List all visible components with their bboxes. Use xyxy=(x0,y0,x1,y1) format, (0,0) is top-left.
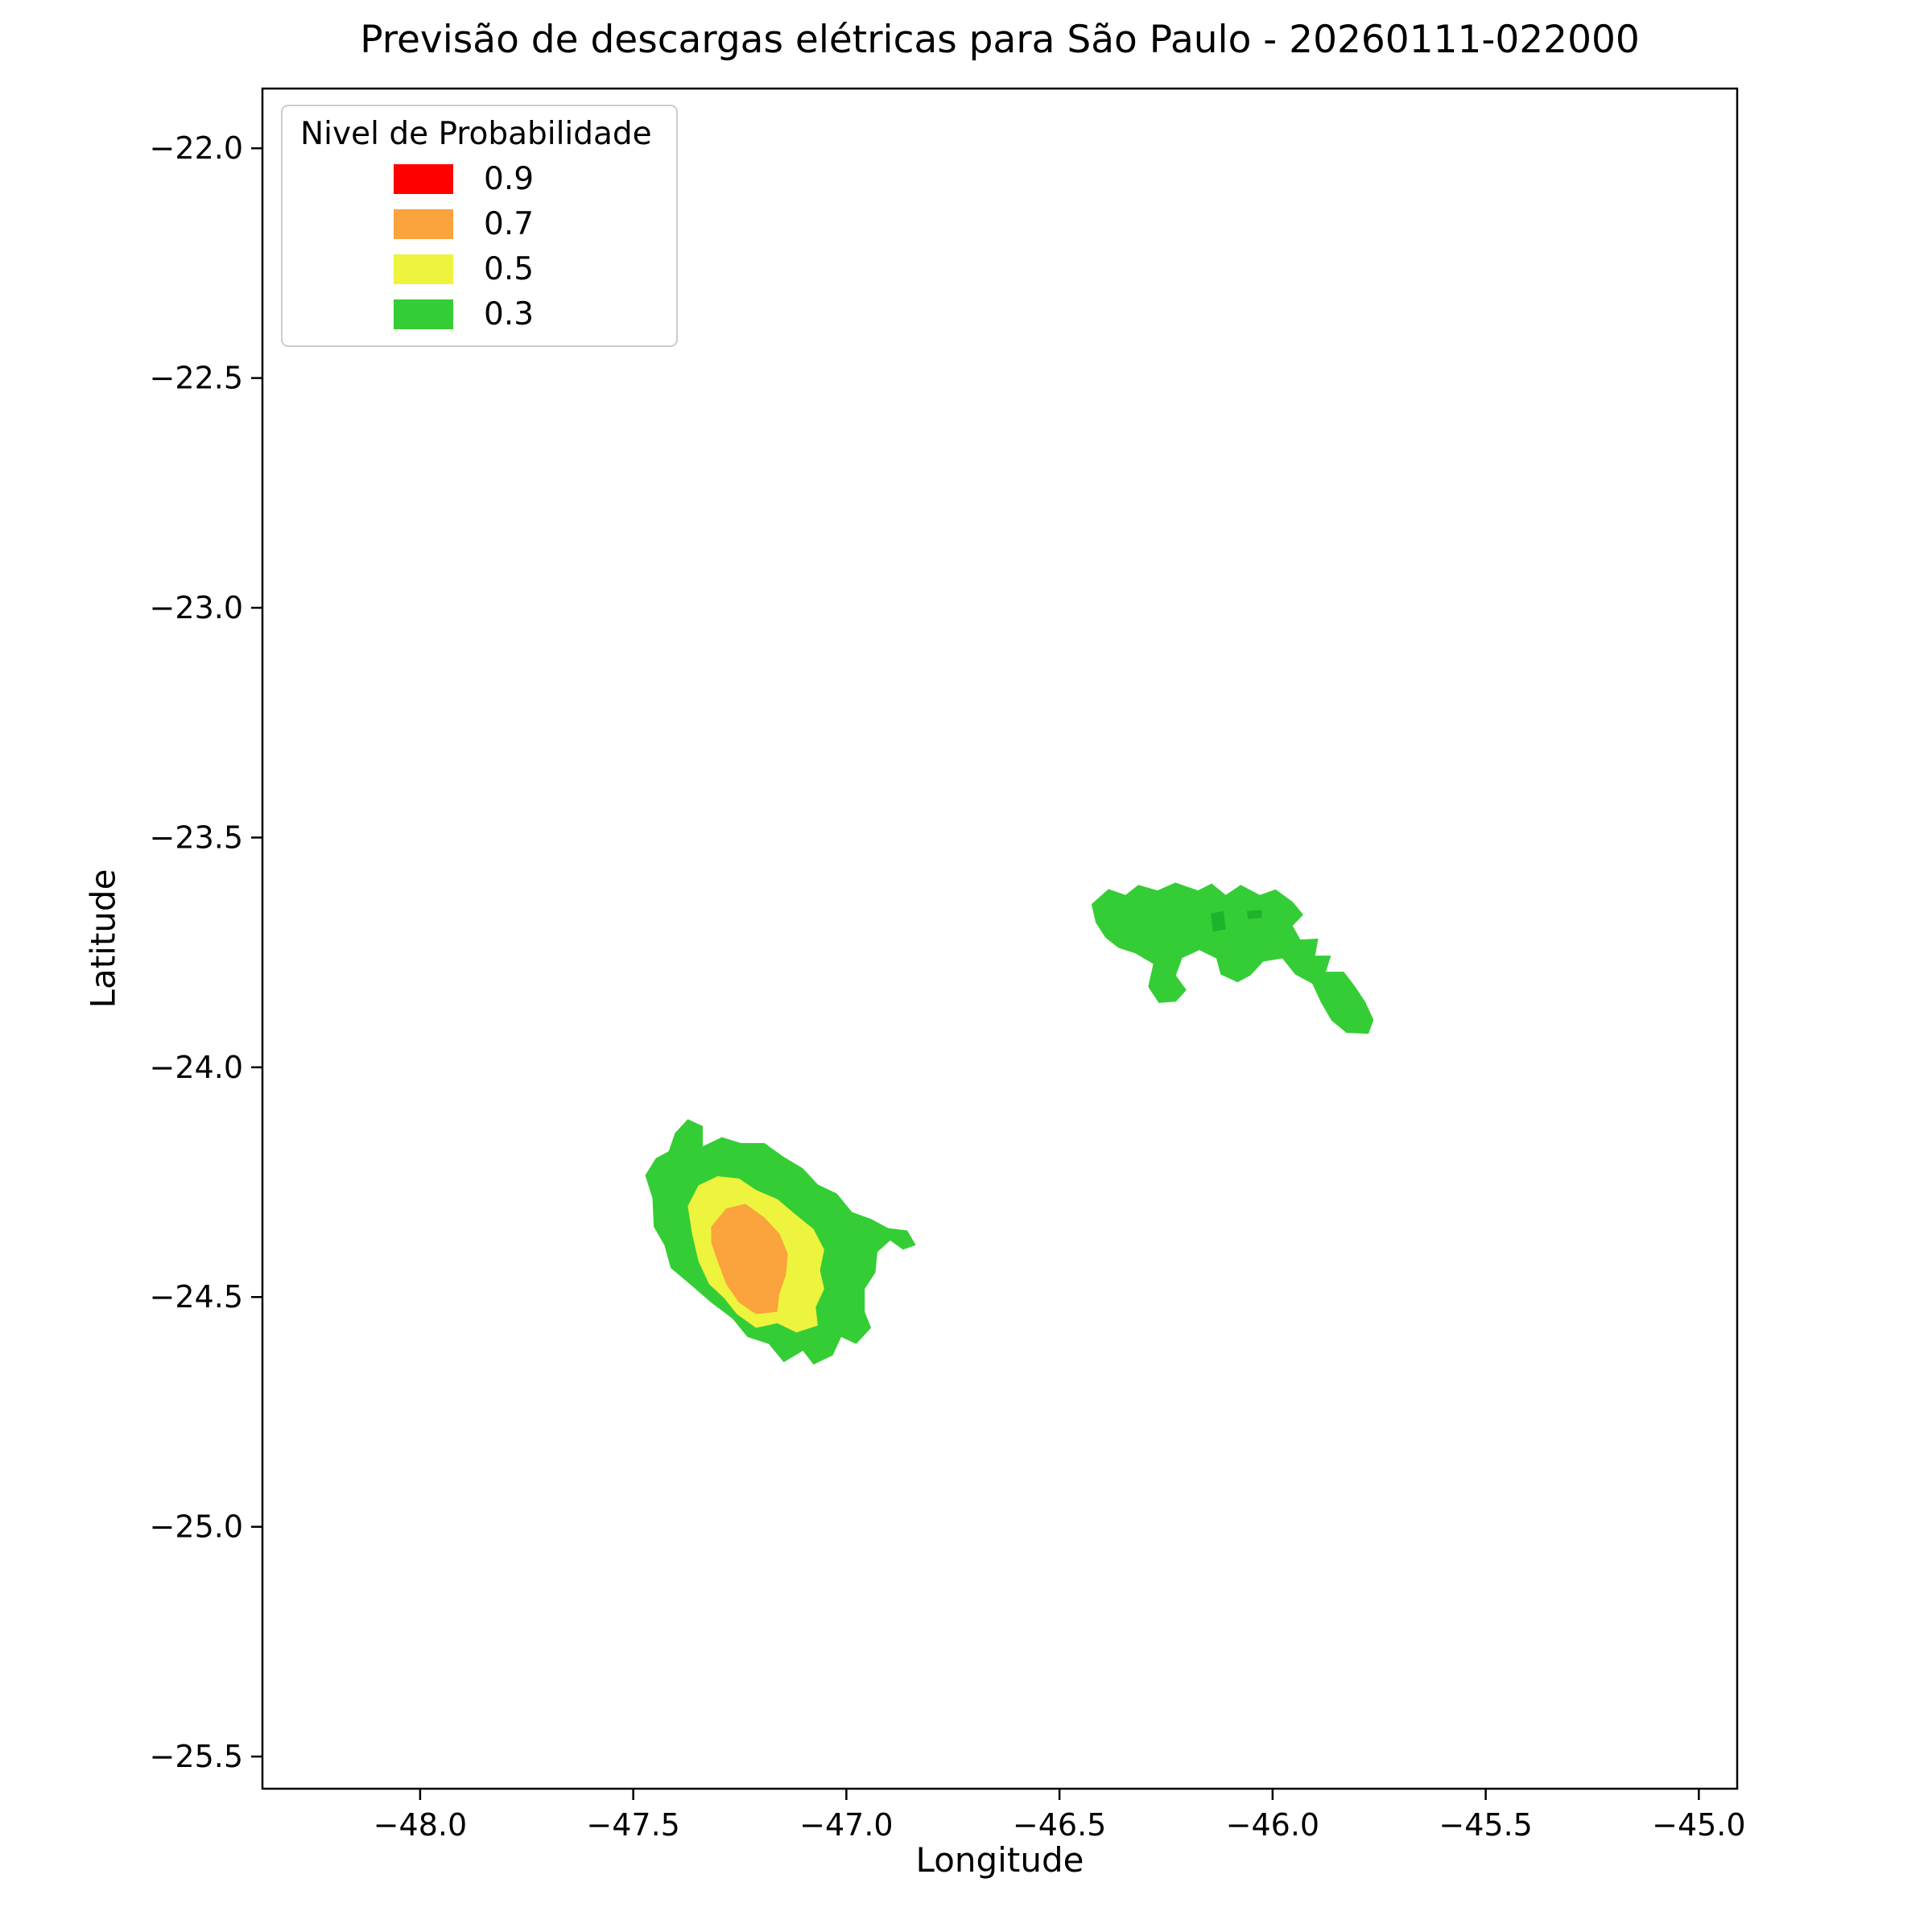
legend-swatch-0.3 xyxy=(394,299,453,329)
x-tick-label: −47.5 xyxy=(586,1807,679,1843)
contour-region-green-speck-2 xyxy=(1247,910,1262,919)
legend: Nivel de Probabilidade 0.9 0.7 0.5 0.3 xyxy=(281,105,678,347)
chart-title: Previsão de descargas elétricas para São… xyxy=(360,18,1640,62)
y-tick-label: −24.0 xyxy=(150,1050,243,1085)
x-tick-label: −45.0 xyxy=(1652,1807,1745,1843)
legend-entry-label: 0.3 xyxy=(484,296,535,332)
legend-swatch-0.9 xyxy=(394,164,453,194)
legend-entry-label: 0.7 xyxy=(484,206,535,242)
y-tick-label: −23.0 xyxy=(150,590,243,625)
x-tick-label: −46.0 xyxy=(1226,1807,1319,1843)
y-tick-label: −22.0 xyxy=(150,130,243,166)
x-axis-label: Longitude xyxy=(915,1840,1084,1880)
x-tick-label: −45.5 xyxy=(1439,1807,1532,1843)
legend-entry-0.9: 0.9 xyxy=(297,161,655,197)
y-tick-label: −23.5 xyxy=(150,819,243,855)
legend-entry-0.5: 0.5 xyxy=(297,251,655,287)
legend-title: Nivel de Probabilidade xyxy=(300,116,652,152)
y-tick-label: −24.5 xyxy=(150,1279,243,1315)
y-axis-label: Latitude xyxy=(83,869,123,1009)
legend-swatch-0.5 xyxy=(394,254,453,284)
legend-entry-0.7: 0.7 xyxy=(297,206,655,242)
x-tick-label: −46.5 xyxy=(1013,1807,1106,1843)
contour-region-green-speck-1 xyxy=(1211,910,1226,932)
contour-region-orange-southwest xyxy=(711,1203,788,1315)
y-tick-label: −25.0 xyxy=(150,1509,243,1545)
legend-swatch-0.7 xyxy=(394,209,453,239)
legend-entry-label: 0.9 xyxy=(484,161,535,197)
x-tick-label: −47.0 xyxy=(799,1807,893,1843)
axes-border xyxy=(261,87,1739,1790)
contour-region-green-northeast xyxy=(1091,882,1374,1034)
y-tick-label: −25.5 xyxy=(150,1739,243,1774)
legend-entry-0.3: 0.3 xyxy=(297,296,655,332)
legend-entry-label: 0.5 xyxy=(484,251,535,287)
x-tick-label: −48.0 xyxy=(374,1807,467,1843)
y-tick-label: −22.5 xyxy=(150,361,243,396)
